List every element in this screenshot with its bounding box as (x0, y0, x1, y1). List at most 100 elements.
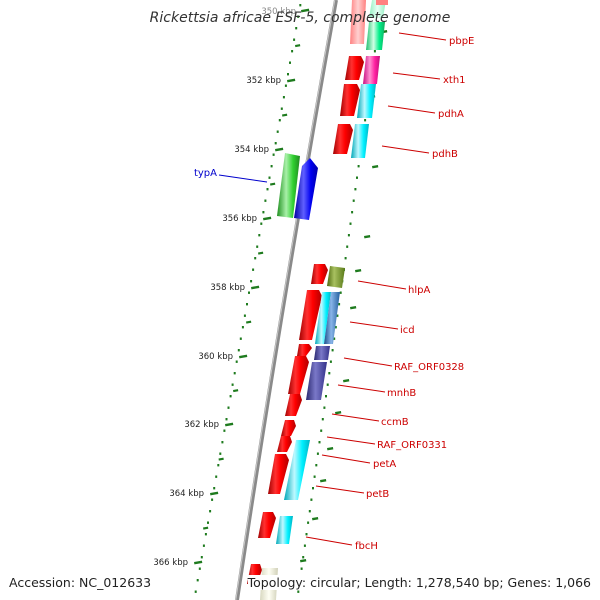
ruler-major-tick (193, 560, 203, 565)
gene-arrow-hlpA[interactable] (311, 264, 328, 284)
outer-dot (331, 349, 334, 352)
ruler-minor-tick (218, 457, 224, 461)
gene-block-icd-cyan[interactable] (315, 292, 331, 344)
gene-block-hlpA[interactable] (327, 266, 345, 288)
leader-RAF_ORF0331 (326, 436, 376, 445)
inner-dot (207, 521, 209, 524)
gene-arrow-petA[interactable] (268, 454, 289, 494)
outer-dot (373, 50, 376, 53)
gene-arrow-mnhB[interactable] (288, 356, 309, 394)
inner-dot (295, 27, 298, 30)
inner-dot (278, 119, 281, 122)
gene-block-RAF_ORF0328[interactable] (314, 346, 330, 360)
leader-mnhB (337, 384, 386, 393)
leader-petB (315, 485, 365, 494)
outer-dot (344, 257, 347, 260)
inner-dot (217, 464, 220, 467)
inner-dot (262, 211, 265, 214)
outer-dot (334, 326, 337, 329)
accession-text: Accession: NC_012633 (9, 575, 152, 590)
outer-dot (351, 211, 354, 214)
ruler-minor-tick (258, 251, 264, 255)
outer-dot (326, 383, 329, 386)
gene-arrow-typA[interactable] (294, 158, 318, 220)
gene-arrow-pdhB[interactable] (333, 124, 353, 154)
inner-dot (225, 418, 228, 421)
gene-block-typA-green[interactable] (277, 153, 300, 218)
inner-dot (287, 73, 289, 76)
backbone-highlight (235, 0, 336, 600)
gene-arrow-pbpE-top[interactable] (350, 0, 366, 44)
leader-typA (218, 174, 268, 183)
gene-block-pbpE-cap[interactable] (376, 0, 388, 5)
gene-label-petA[interactable]: petA (373, 459, 396, 470)
inner-dot (200, 556, 203, 559)
gene-label-RAF_ORF0328[interactable]: RAF_ORF0328 (394, 362, 464, 373)
gene-arrow-RAF_ORF0331[interactable] (277, 436, 292, 452)
gene-arrow-fbcH[interactable] (258, 512, 276, 538)
ruler-major-tick (275, 147, 284, 152)
inner-dot (239, 337, 242, 340)
outer-track-tick (355, 268, 362, 273)
outer-track-tick (364, 234, 371, 239)
outer-track-tick (372, 164, 379, 169)
outer-dot (318, 441, 321, 444)
gene-arrow-icd[interactable] (299, 290, 322, 340)
inner-dot (246, 303, 248, 306)
gene-label-ccmB[interactable]: ccmB (381, 417, 409, 428)
gene-block-mnhB[interactable] (306, 362, 327, 400)
inner-dot (282, 96, 285, 99)
gene-block-pdhA[interactable] (357, 84, 376, 118)
gene-label-petB[interactable]: petB (366, 489, 389, 500)
gene-label-pbpE[interactable]: pbpE (449, 36, 474, 47)
outer-dot (356, 176, 358, 179)
inner-dot (254, 257, 257, 260)
outer-dot (339, 291, 342, 294)
outer-dot (328, 372, 331, 375)
inner-dot (264, 199, 267, 202)
gene-arrow-xth1[interactable] (345, 56, 364, 80)
inner-dot (260, 222, 263, 225)
inner-dot (250, 280, 253, 283)
gene-label-typA[interactable]: typA (194, 168, 217, 179)
gene-arrow-RAF_ORF0328[interactable] (297, 344, 312, 356)
gene-arrow-ccmB-a[interactable] (285, 394, 302, 416)
outer-dot (349, 222, 352, 225)
gene-arrow-ccmB-b[interactable] (281, 420, 296, 436)
inner-dot (270, 165, 273, 168)
inner-dot (256, 245, 259, 248)
inner-dot (289, 61, 291, 64)
gene-block-icd-steel[interactable] (324, 292, 340, 344)
gene-label-mnhB[interactable]: mnhB (387, 388, 416, 399)
inner-dot (198, 567, 201, 570)
gene-label-icd[interactable]: icd (400, 325, 415, 336)
inner-dot (235, 360, 238, 363)
ruler-major-tick (287, 78, 296, 83)
gene-block-fbcH[interactable] (276, 516, 293, 544)
inner-dot (202, 544, 205, 547)
gene-block-pdhB[interactable] (351, 124, 369, 158)
leader-hlpA (357, 280, 407, 290)
gene-block-petB[interactable] (284, 440, 310, 500)
gene-arrow-pdhA[interactable] (340, 84, 360, 116)
gene-label-xth1[interactable]: xth1 (443, 75, 466, 86)
outer-dot (312, 487, 314, 490)
outer-dot (302, 556, 305, 559)
outer-track-tick (335, 410, 342, 415)
gene-label-hlpA[interactable]: hlpA (408, 285, 430, 296)
gene-label-fbcH[interactable]: fbcH (355, 541, 378, 552)
inner-dot (291, 50, 294, 53)
gene-block-xth1[interactable] (363, 56, 380, 84)
inner-dot (272, 153, 275, 156)
inner-dot (209, 510, 212, 513)
ruler-label-366: 366 kbp (153, 558, 188, 568)
outer-dot (305, 533, 308, 536)
gene-label-pdhA[interactable]: pdhA (438, 109, 464, 120)
gene-label-pdhB[interactable]: pdhB (432, 149, 458, 160)
gene-block-pbpE[interactable] (366, 22, 385, 50)
leader-pdhB (381, 145, 430, 154)
gene-label-RAF_ORF0331[interactable]: RAF_ORF0331 (377, 440, 447, 451)
outer-track-tick (327, 446, 334, 451)
inner-dot (237, 349, 240, 352)
